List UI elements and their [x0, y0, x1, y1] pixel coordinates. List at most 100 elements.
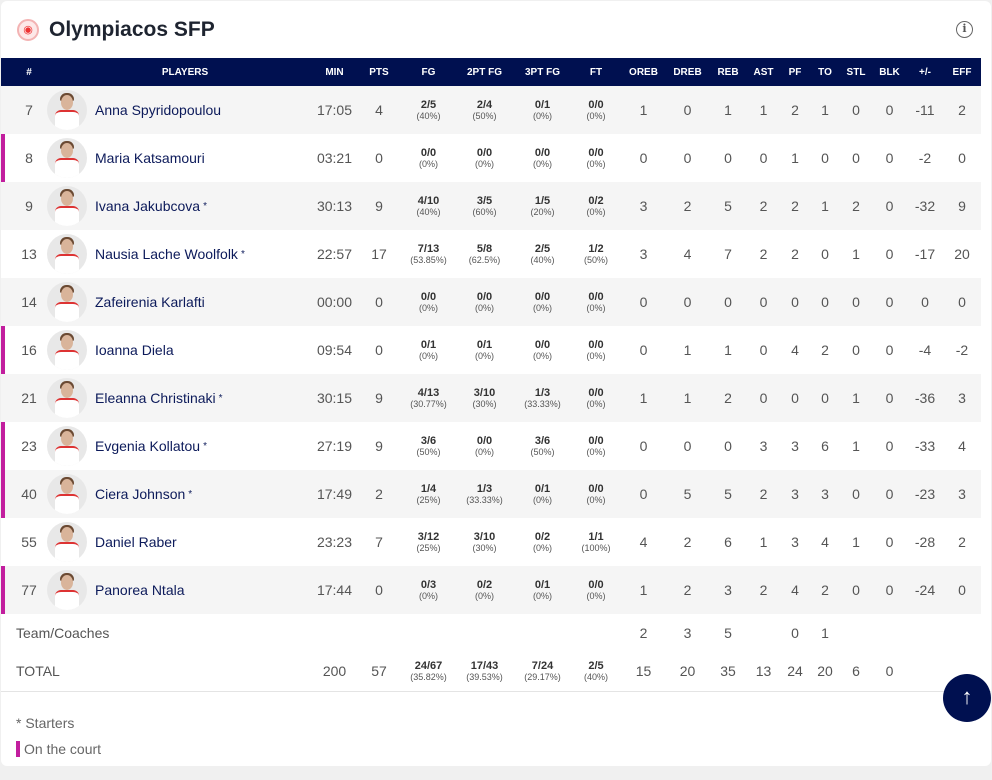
column-header[interactable]: EFF	[943, 58, 981, 86]
avatar-body	[55, 110, 79, 130]
column-header[interactable]: FG	[402, 58, 455, 86]
column-header[interactable]: 2PT FG	[455, 58, 514, 86]
player-name-link[interactable]: Nausia Lache Woolfolk	[95, 246, 238, 262]
table-row[interactable]: 9 Ivana Jakubcova * 30:13 9 4/10 (40%) 3/5 (60%)…	[1, 182, 981, 230]
shot-made-attempted: 0/3	[420, 579, 437, 591]
shot-stat: 3/10 (30%)	[455, 531, 514, 553]
stat-value: 6	[821, 438, 829, 454]
column-header[interactable]: PTS	[356, 58, 402, 86]
column-header[interactable]: +/-	[907, 58, 943, 86]
player-name-link[interactable]: Evgenia Kollatou	[95, 438, 201, 454]
shot-percentage: (30%)	[472, 543, 497, 553]
player-name-link[interactable]: Daniel Raber	[95, 534, 177, 550]
shot-percentage: (0%)	[586, 399, 606, 409]
shot-made-attempted: 3/12	[417, 531, 440, 543]
player-name-link[interactable]: Panorea Ntala	[95, 582, 185, 598]
column-header[interactable]: TO	[810, 58, 840, 86]
boxscore-card: ◉ Olympiacos SFP i # PLAYERS MIN PTS FG 2PT F…	[1, 1, 991, 766]
stat-value: 1	[840, 374, 872, 422]
stat-ft: 0/2 (0%)	[571, 182, 621, 230]
shot-stat: 0/0 (0%)	[455, 435, 514, 457]
column-header[interactable]: STL	[840, 58, 872, 86]
column-header[interactable]: FT	[571, 58, 621, 86]
boxscore-table: # PLAYERS MIN PTS FG 2PT FG 3PT FG FT OREB DREB RE…	[1, 58, 981, 690]
shot-percentage: (0%)	[586, 159, 606, 169]
player-name-link[interactable]: Anna Spyridopoulou	[95, 102, 222, 118]
stat-value: 0	[621, 470, 666, 518]
stat-value: -28	[914, 534, 936, 550]
shot-stat: 0/1 (0%)	[514, 483, 571, 505]
shot-percentage: (25%)	[416, 495, 441, 505]
table-row[interactable]: 23 Evgenia Kollatou * 27:19 9 3/6 (50%) 0/0 (0%)…	[1, 422, 981, 470]
table-row[interactable]: 8 Maria Katsamouri 03:21 0 0/0 (0%) 0/0 (0%) 0/0…	[1, 134, 981, 182]
stat-value: 0	[840, 566, 872, 614]
shot-stat: 0/0 (0%)	[455, 291, 514, 313]
player-name-link[interactable]: Eleanna Christinaki	[95, 390, 216, 406]
team-label: Team/Coaches	[1, 614, 621, 652]
stat-value: 0	[683, 150, 692, 166]
avatar-body	[55, 206, 79, 226]
starter-marker: *	[218, 392, 223, 404]
stat-value: 1	[621, 566, 666, 614]
table-row[interactable]: 7 Anna Spyridopoulou 17:05 4 2/5 (40%) 2/4 (50%…	[1, 86, 981, 134]
column-header[interactable]: DREB	[666, 58, 709, 86]
player-name-link[interactable]: Ivana Jakubcova	[95, 198, 201, 214]
total-row: TOTAL 200 57 24/67 (35.82%) 17/43 (39.53%) 7/24…	[1, 652, 981, 690]
table-row[interactable]: 77 Panorea Ntala 17:44 0 0/3 (0%) 0/2 (0%) 0/1 (0…	[1, 566, 981, 614]
stat-value: 1	[724, 342, 732, 358]
shot-stat: 0/0 (0%)	[571, 99, 621, 121]
table-row[interactable]: 21 Eleanna Christinaki * 30:15 9 4/13 (30.77%)…	[1, 374, 981, 422]
shot-percentage: (39.53%)	[466, 672, 503, 682]
player-avatar	[47, 378, 87, 418]
player-cell: Maria Katsamouri	[47, 134, 313, 182]
column-header[interactable]: MIN	[313, 58, 356, 86]
scroll-to-top-button[interactable]: ↑	[943, 674, 991, 722]
table-row[interactable]: 55 Daniel Raber 23:23 7 3/12 (25%) 3/10 (30%) 0/…	[1, 518, 981, 566]
shot-stat: 0/2 (0%)	[514, 531, 571, 553]
on-court-marker	[16, 741, 20, 757]
shot-percentage: (0%)	[532, 543, 552, 553]
team-title: Olympiacos SFP	[49, 17, 215, 41]
player-name-link[interactable]: Ciera Johnson	[95, 486, 186, 502]
stat-value	[907, 652, 943, 690]
points: 9	[375, 438, 383, 454]
column-header[interactable]: #	[1, 58, 57, 86]
shot-percentage: (0%)	[418, 351, 438, 361]
table-row[interactable]: 14 Zafeirenia Karlafti 00:00 0 0/0 (0%) 0/0 (0%…	[1, 278, 981, 326]
stat-value: 0	[872, 182, 907, 230]
stat-value: 0	[852, 342, 860, 358]
column-header[interactable]: AST	[747, 58, 780, 86]
shot-percentage: (29.17%)	[524, 672, 561, 682]
stat-value: 2	[759, 246, 768, 262]
column-header[interactable]: PLAYERS	[57, 58, 313, 86]
table-row[interactable]: 40 Ciera Johnson * 17:49 2 1/4 (25%) 1/3 (33.33%…	[1, 470, 981, 518]
stat-value: 2	[666, 566, 709, 614]
shot-percentage: (20%)	[530, 207, 555, 217]
player-name-link[interactable]: Zafeirenia Karlafti	[95, 294, 205, 310]
avatar-head	[61, 527, 73, 542]
column-header[interactable]: PF	[780, 58, 810, 86]
shot-made-attempted: 0/0	[588, 387, 604, 399]
shot-percentage: (60%)	[472, 207, 497, 217]
avatar-body	[55, 494, 79, 514]
stat-value: 0	[621, 278, 666, 326]
table-row[interactable]: 13 Nausia Lache Woolfolk * 22:57 17 7/13 (53.8…	[1, 230, 981, 278]
column-header[interactable]: 3PT FG	[514, 58, 571, 86]
stat-value: 0	[810, 278, 840, 326]
player-name-link[interactable]: Maria Katsamouri	[95, 150, 205, 166]
stat-fg: 4/10 (40%)	[402, 182, 455, 230]
info-icon[interactable]: i	[956, 21, 973, 38]
column-header[interactable]: OREB	[621, 58, 666, 86]
table-row[interactable]: 16 Ioanna Diela 09:54 0 0/1 (0%) 0/1 (0%) 0/0 (0%…	[1, 326, 981, 374]
shot-stat: 0/1 (0%)	[514, 99, 571, 121]
player-name-link[interactable]: Ioanna Diela	[95, 342, 174, 358]
column-header[interactable]: REB	[709, 58, 747, 86]
shot-percentage: (50%)	[472, 111, 497, 121]
stat-fg2: 0/0 (0%)	[455, 278, 514, 326]
stat-value: 0	[943, 278, 981, 326]
stat-value: 2	[747, 470, 780, 518]
stat-value: 3	[780, 470, 810, 518]
column-header[interactable]: BLK	[872, 58, 907, 86]
shot-stat: 0/0 (0%)	[571, 291, 621, 313]
stat-fg: 24/67 (35.82%)	[402, 652, 455, 690]
